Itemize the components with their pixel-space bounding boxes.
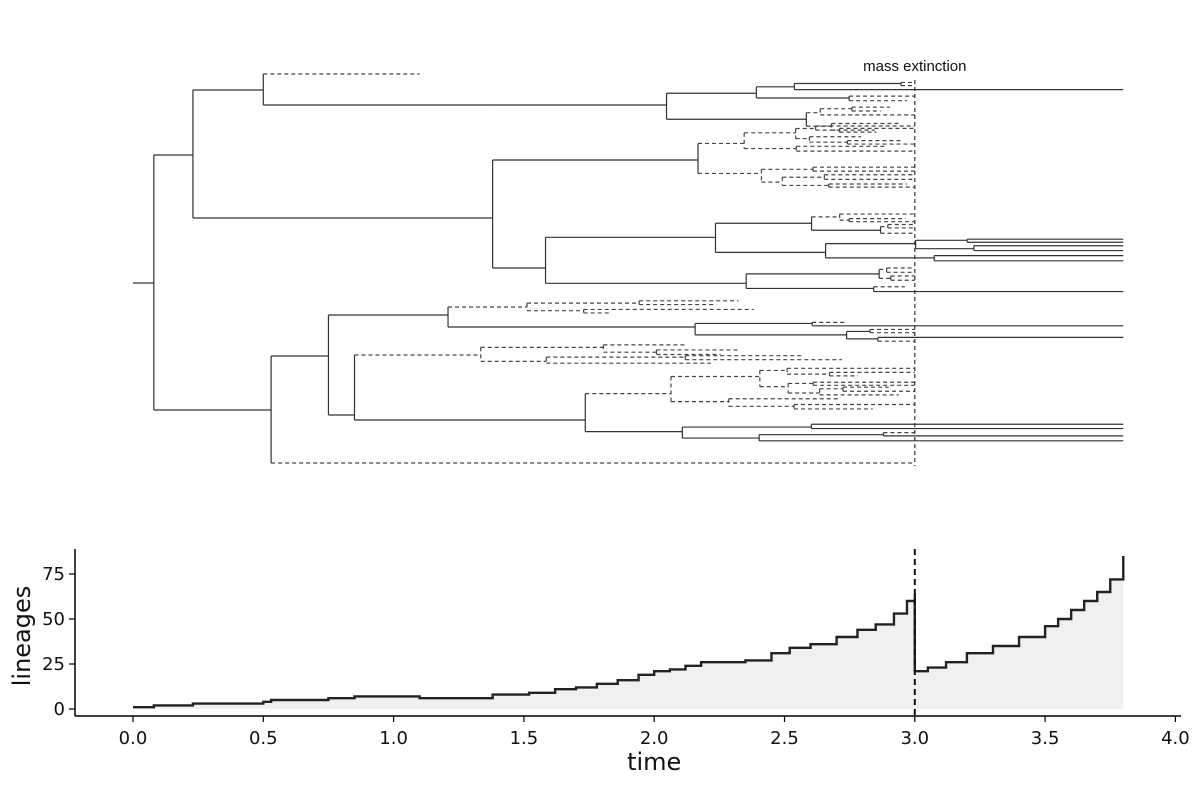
lineages-through-time-panel: 0.0 0.5 1.0 1.5 2.0 2.5 3.0 3.5 4.0 0 25 50 75 time… [8,549,1190,776]
x-tick-label: 3.5 [1031,728,1060,749]
x-axis-ticks: 0.0 0.5 1.0 1.5 2.0 2.5 3.0 3.5 4.0 [119,716,1190,749]
y-tick-label: 75 [42,564,65,585]
y-axis-label: lineages [8,586,36,687]
x-tick-label: 3.0 [900,728,929,749]
y-tick-label: 0 [54,699,65,720]
x-tick-label: 1.0 [379,728,408,749]
mass-extinction-label: mass extinction [863,58,966,75]
y-tick-label: 50 [42,609,65,630]
x-tick-label: 2.0 [640,728,669,749]
phylogenetic-tree-panel: mass extinction [133,58,1124,466]
y-tick-label: 25 [42,654,65,675]
x-tick-label: 1.5 [510,728,539,749]
x-tick-label: 0.5 [249,728,278,749]
tree-branches [133,73,1124,464]
lineages-area-fill [133,556,1124,709]
x-tick-label: 2.5 [770,728,799,749]
x-axis-label: time [627,748,681,776]
x-tick-label: 0.0 [119,728,148,749]
y-axis-ticks: 0 25 50 75 [42,564,75,720]
lineages-series-line [133,556,1125,709]
x-tick-label: 4.0 [1161,728,1190,749]
